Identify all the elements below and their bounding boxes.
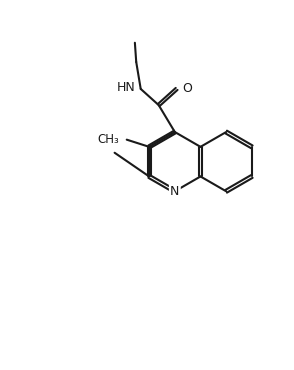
Text: CH₃: CH₃ [98,133,120,146]
Text: N: N [170,185,180,198]
Text: O: O [182,83,192,95]
Text: HN: HN [117,81,135,94]
